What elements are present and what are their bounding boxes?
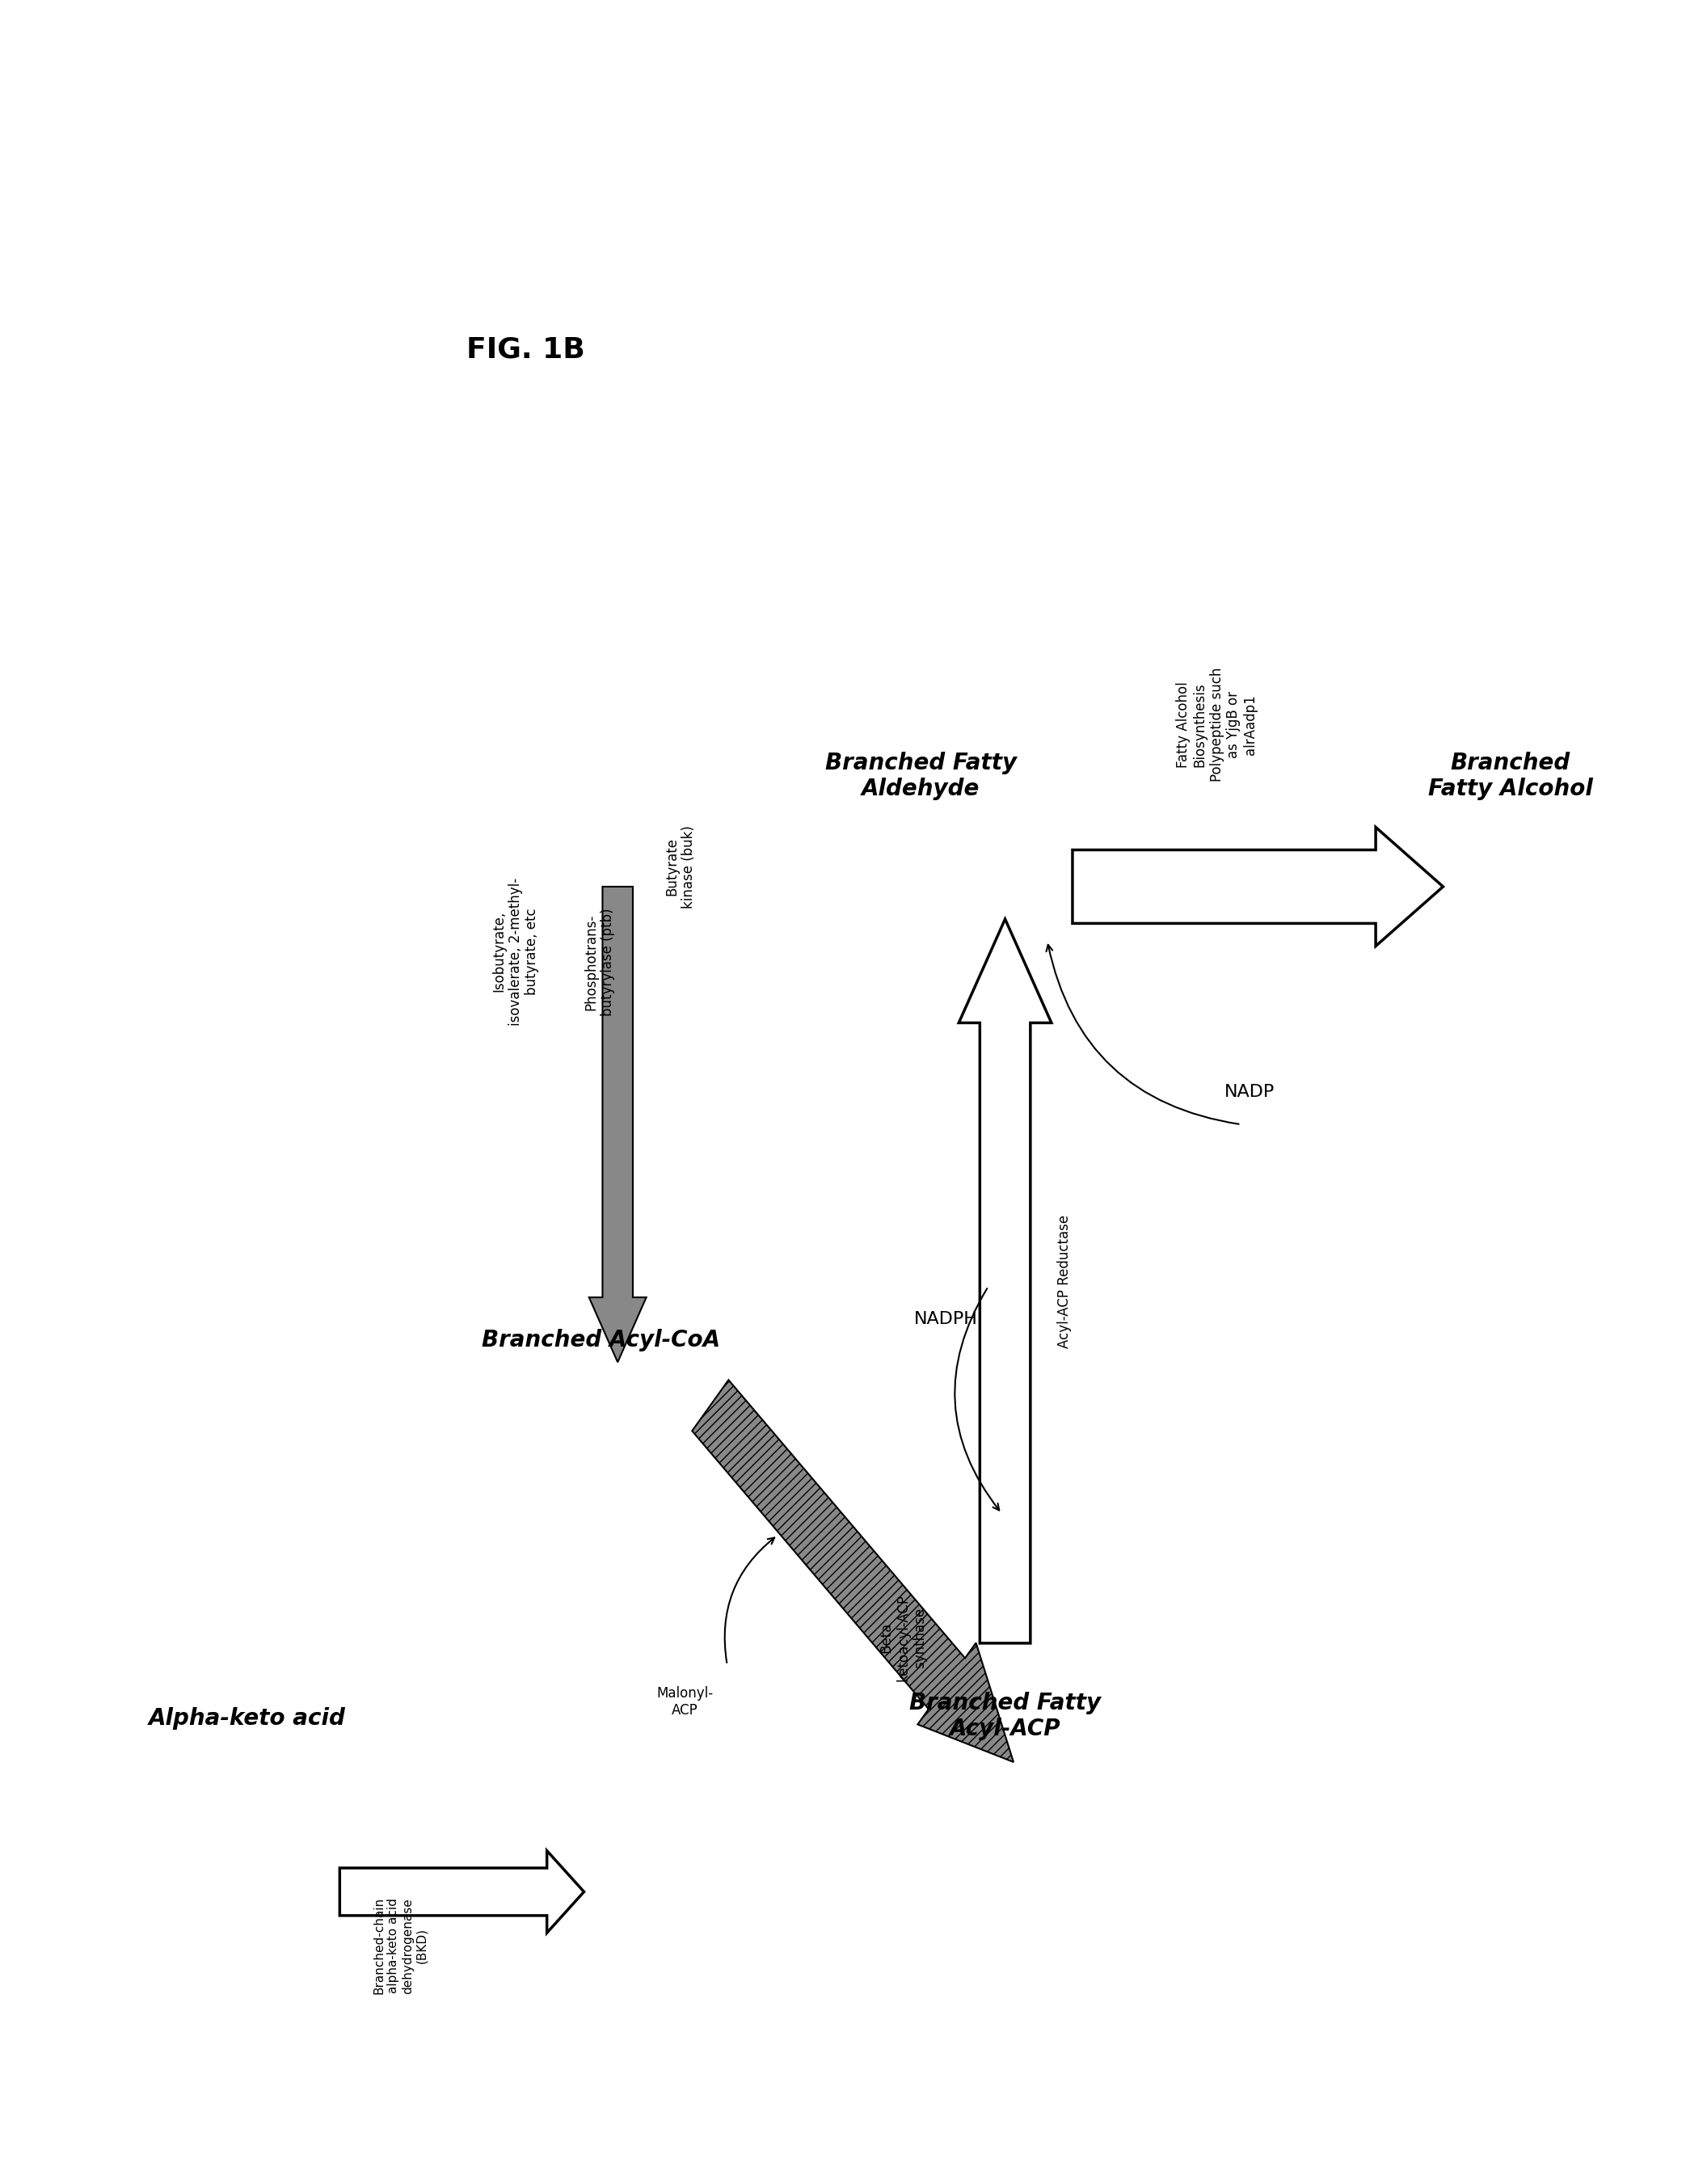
Polygon shape — [1072, 828, 1442, 946]
Text: Fatty Alcohol
Biosynthesis
Polypeptide such
as YjgB or
alrAadp1: Fatty Alcohol Biosynthesis Polypeptide s… — [1176, 668, 1258, 782]
Text: NADP: NADP — [1224, 1083, 1275, 1101]
Text: Branched Acyl-CoA: Branched Acyl-CoA — [481, 1328, 720, 1352]
Polygon shape — [340, 1850, 584, 1933]
Polygon shape — [959, 919, 1052, 1642]
Text: NADPH: NADPH — [915, 1310, 978, 1328]
Text: Malonyl-
ACP: Malonyl- ACP — [657, 1686, 714, 1719]
Text: Branched
Fatty Alcohol: Branched Fatty Alcohol — [1429, 751, 1593, 799]
Text: Branched-chain
alpha-keto acid
dehydrogenase
(BKD): Branched-chain alpha-keto acid dehydroge… — [374, 1898, 428, 1994]
Text: Alpha-keto acid: Alpha-keto acid — [149, 1708, 345, 1730]
Text: FIG. 1B: FIG. 1B — [466, 336, 586, 363]
Text: Beta
ketoacyl-ACP
synthase: Beta ketoacyl-ACP synthase — [879, 1594, 927, 1682]
Text: Branched Fatty
Aldehyde: Branched Fatty Aldehyde — [824, 751, 1017, 799]
Polygon shape — [691, 1380, 1014, 1762]
Text: Isobutyrate,
isovalerate, 2-methyl-
butyrate, etc: Isobutyrate, isovalerate, 2-methyl- buty… — [492, 878, 539, 1026]
Text: Branched Fatty
Acyl-ACP: Branched Fatty Acyl-ACP — [910, 1693, 1101, 1741]
FancyArrowPatch shape — [954, 1289, 999, 1511]
Text: Acyl-ACP Reductase: Acyl-ACP Reductase — [1057, 1214, 1072, 1348]
Polygon shape — [589, 887, 647, 1363]
FancyArrowPatch shape — [1046, 946, 1239, 1125]
FancyArrowPatch shape — [725, 1538, 775, 1662]
Text: Phosphotrans-
butyrylase (ptb): Phosphotrans- butyrylase (ptb) — [584, 909, 615, 1016]
Text: Butyrate
kinase (buk): Butyrate kinase (buk) — [664, 826, 696, 909]
